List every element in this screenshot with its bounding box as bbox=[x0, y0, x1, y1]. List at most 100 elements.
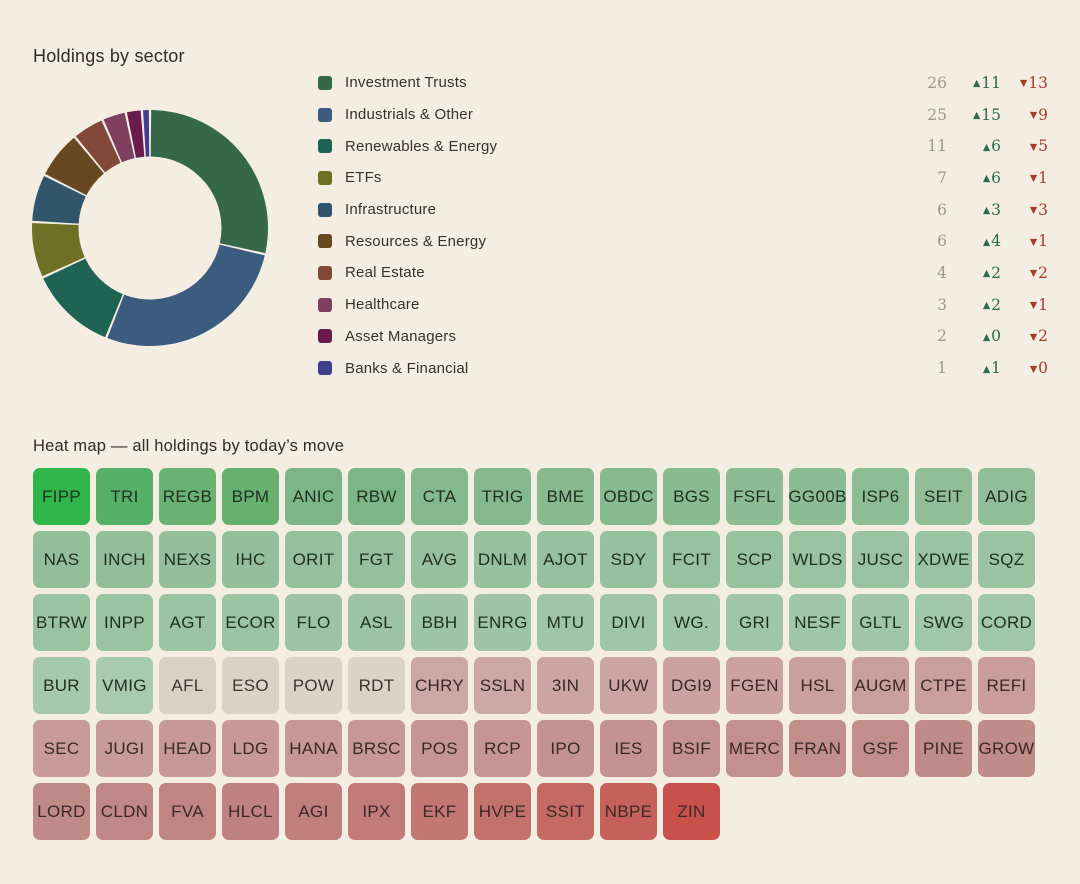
heatmap-tile-bpm[interactable]: BPM bbox=[222, 468, 279, 525]
heatmap-tile-merc[interactable]: MERC bbox=[726, 720, 783, 777]
heatmap-tile-fgt[interactable]: FGT bbox=[348, 531, 405, 588]
heatmap-tile-nas[interactable]: NAS bbox=[33, 531, 90, 588]
heatmap-tile-ecor[interactable]: ECOR bbox=[222, 594, 279, 651]
heatmap-tile-inch[interactable]: INCH bbox=[96, 531, 153, 588]
heatmap-tile-ssit[interactable]: SSIT bbox=[537, 783, 594, 840]
legend-item-infrastructure[interactable]: Infrastructure 6 ▲3 ▼3 bbox=[318, 194, 1048, 226]
heatmap-tile-adig[interactable]: ADIG bbox=[978, 468, 1035, 525]
legend-item-renewables-energy[interactable]: Renewables & Energy 11 ▲6 ▼5 bbox=[318, 130, 1048, 162]
heatmap-tile-pine[interactable]: PINE bbox=[915, 720, 972, 777]
heatmap-tile-tri[interactable]: TRI bbox=[96, 468, 153, 525]
heatmap-tile-gltl[interactable]: GLTL bbox=[852, 594, 909, 651]
heatmap-tile-orit[interactable]: ORIT bbox=[285, 531, 342, 588]
heatmap-tile-swg[interactable]: SWG bbox=[915, 594, 972, 651]
heatmap-tile-bme[interactable]: BME bbox=[537, 468, 594, 525]
donut-segment-real-estate[interactable] bbox=[75, 120, 121, 173]
heatmap-tile-sqz[interactable]: SQZ bbox=[978, 531, 1035, 588]
donut-segment-infrastructure[interactable] bbox=[32, 176, 86, 224]
heatmap-tile-agi[interactable]: AGI bbox=[285, 783, 342, 840]
heatmap-tile-bur[interactable]: BUR bbox=[33, 657, 90, 714]
legend-item-resources-energy[interactable]: Resources & Energy 6 ▲4 ▼1 bbox=[318, 225, 1048, 257]
heatmap-tile-bsif[interactable]: BSIF bbox=[663, 720, 720, 777]
heatmap-tile-nexs[interactable]: NEXS bbox=[159, 531, 216, 588]
donut-segment-etfs[interactable] bbox=[31, 223, 85, 277]
legend-item-investment-trusts[interactable]: Investment Trusts 26 ▲11 ▼13 bbox=[318, 67, 1048, 99]
heatmap-tile-nesf[interactable]: NESF bbox=[789, 594, 846, 651]
donut-segment-banks-financial[interactable] bbox=[143, 110, 150, 157]
heatmap-tile-ldg[interactable]: LDG bbox=[222, 720, 279, 777]
heatmap-tile-fgen[interactable]: FGEN bbox=[726, 657, 783, 714]
legend-item-real-estate[interactable]: Real Estate 4 ▲2 ▼2 bbox=[318, 257, 1048, 289]
heatmap-tile-ukw[interactable]: UKW bbox=[600, 657, 657, 714]
heatmap-tile-rcp[interactable]: RCP bbox=[474, 720, 531, 777]
heatmap-tile-flo[interactable]: FLO bbox=[285, 594, 342, 651]
heatmap-tile-3in[interactable]: 3IN bbox=[537, 657, 594, 714]
heatmap-tile-trig[interactable]: TRIG bbox=[474, 468, 531, 525]
legend-item-banks-financial[interactable]: Banks & Financial 1 ▲1 ▼0 bbox=[318, 352, 1048, 384]
heatmap-tile-wlds[interactable]: WLDS bbox=[789, 531, 846, 588]
heatmap-tile-vmig[interactable]: VMIG bbox=[96, 657, 153, 714]
heatmap-tile-dgi9[interactable]: DGI9 bbox=[663, 657, 720, 714]
heatmap-tile-seit[interactable]: SEIT bbox=[915, 468, 972, 525]
heatmap-tile-regb[interactable]: REGB bbox=[159, 468, 216, 525]
heatmap-tile-gri[interactable]: GRI bbox=[726, 594, 783, 651]
legend-item-healthcare[interactable]: Healthcare 3 ▲2 ▼1 bbox=[318, 289, 1048, 321]
heatmap-tile-hlcl[interactable]: HLCL bbox=[222, 783, 279, 840]
heatmap-tile-avg[interactable]: AVG bbox=[411, 531, 468, 588]
heatmap-tile-ipo[interactable]: IPO bbox=[537, 720, 594, 777]
heatmap-tile-ajot[interactable]: AJOT bbox=[537, 531, 594, 588]
heatmap-tile-ies[interactable]: IES bbox=[600, 720, 657, 777]
donut-segment-renewables-energy[interactable] bbox=[43, 258, 123, 338]
heatmap-tile-rbw[interactable]: RBW bbox=[348, 468, 405, 525]
heatmap-tile-pos[interactable]: POS bbox=[411, 720, 468, 777]
heatmap-tile-gsf[interactable]: GSF bbox=[852, 720, 909, 777]
heatmap-tile-bbh[interactable]: BBH bbox=[411, 594, 468, 651]
heatmap-tile-ipx[interactable]: IPX bbox=[348, 783, 405, 840]
heatmap-tile-ekf[interactable]: EKF bbox=[411, 783, 468, 840]
heatmap-tile-fipp[interactable]: FIPP bbox=[33, 468, 90, 525]
heatmap-tile-scp[interactable]: SCP bbox=[726, 531, 783, 588]
heatmap-tile-zin[interactable]: ZIN bbox=[663, 783, 720, 840]
donut-segment-asset-managers[interactable] bbox=[126, 110, 145, 158]
donut-segment-industrials-other[interactable] bbox=[107, 244, 265, 346]
heatmap-tile-fva[interactable]: FVA bbox=[159, 783, 216, 840]
heatmap-tile-jugi[interactable]: JUGI bbox=[96, 720, 153, 777]
heatmap-tile-agt[interactable]: AGT bbox=[159, 594, 216, 651]
heatmap-tile-isp6[interactable]: ISP6 bbox=[852, 468, 909, 525]
heatmap-tile-hsl[interactable]: HSL bbox=[789, 657, 846, 714]
heatmap-tile-ihc[interactable]: IHC bbox=[222, 531, 279, 588]
heatmap-tile-inpp[interactable]: INPP bbox=[96, 594, 153, 651]
heatmap-tile-fran[interactable]: FRAN bbox=[789, 720, 846, 777]
heatmap-tile-refi[interactable]: REFI bbox=[978, 657, 1035, 714]
heatmap-tile-fsfl[interactable]: FSFL bbox=[726, 468, 783, 525]
heatmap-tile-ctpe[interactable]: CTPE bbox=[915, 657, 972, 714]
legend-item-etfs[interactable]: ETFs 7 ▲6 ▼1 bbox=[318, 162, 1048, 194]
heatmap-tile-wg[interactable]: WG. bbox=[663, 594, 720, 651]
donut-segment-resources-energy[interactable] bbox=[45, 137, 104, 196]
heatmap-tile-hana[interactable]: HANA bbox=[285, 720, 342, 777]
heatmap-tile-chry[interactable]: CHRY bbox=[411, 657, 468, 714]
donut-segment-investment-trusts[interactable] bbox=[150, 110, 268, 254]
legend-item-industrials-other[interactable]: Industrials & Other 25 ▲15 ▼9 bbox=[318, 99, 1048, 131]
heatmap-tile-cord[interactable]: CORD bbox=[978, 594, 1035, 651]
heatmap-tile-dnlm[interactable]: DNLM bbox=[474, 531, 531, 588]
heatmap-tile-mtu[interactable]: MTU bbox=[537, 594, 594, 651]
heatmap-tile-asl[interactable]: ASL bbox=[348, 594, 405, 651]
heatmap-tile-btrw[interactable]: BTRW bbox=[33, 594, 90, 651]
heatmap-tile-xdwe[interactable]: XDWE bbox=[915, 531, 972, 588]
heatmap-tile-cldn[interactable]: CLDN bbox=[96, 783, 153, 840]
heatmap-tile-obdc[interactable]: OBDC bbox=[600, 468, 657, 525]
donut-segment-healthcare[interactable] bbox=[103, 112, 135, 163]
legend-item-asset-managers[interactable]: Asset Managers 2 ▲0 ▼2 bbox=[318, 321, 1048, 353]
heatmap-tile-grow[interactable]: GROW bbox=[978, 720, 1035, 777]
heatmap-tile-cta[interactable]: CTA bbox=[411, 468, 468, 525]
heatmap-tile-brsc[interactable]: BRSC bbox=[348, 720, 405, 777]
heatmap-tile-head[interactable]: HEAD bbox=[159, 720, 216, 777]
heatmap-tile-nbpe[interactable]: NBPE bbox=[600, 783, 657, 840]
heatmap-tile-afl[interactable]: AFL bbox=[159, 657, 216, 714]
heatmap-tile-hvpe[interactable]: HVPE bbox=[474, 783, 531, 840]
heatmap-tile-pow[interactable]: POW bbox=[285, 657, 342, 714]
heatmap-tile-sdy[interactable]: SDY bbox=[600, 531, 657, 588]
heatmap-tile-eso[interactable]: ESO bbox=[222, 657, 279, 714]
heatmap-tile-gg00b[interactable]: GG00B bbox=[788, 468, 846, 525]
